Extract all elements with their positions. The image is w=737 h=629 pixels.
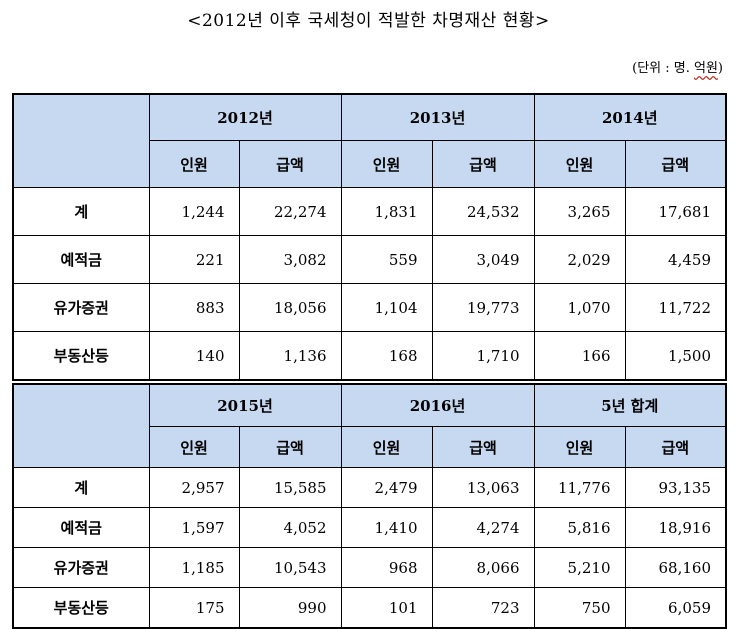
sub-header: 급액 bbox=[431, 426, 535, 468]
table-row: 유가증권 883 18,056 1,104 19,773 1,070 11,72… bbox=[12, 283, 727, 332]
sub-header: 급액 bbox=[431, 140, 535, 188]
cell-value: 1,710 bbox=[431, 331, 535, 381]
cell-value: 5,210 bbox=[533, 547, 626, 588]
page-title: <2012년 이후 국세청이 적발한 차명재산 현황> bbox=[187, 11, 550, 31]
cell-value: 4,459 bbox=[624, 235, 727, 284]
unit-note-underlined: 억원 bbox=[694, 61, 718, 76]
cell-value: 1,136 bbox=[238, 331, 342, 381]
cell-value: 3,049 bbox=[431, 235, 535, 284]
year-header: 2016년 bbox=[340, 383, 535, 427]
cell-value: 13,063 bbox=[431, 467, 535, 508]
year-header: 2015년 bbox=[148, 383, 342, 427]
cell-value: 1,185 bbox=[148, 547, 240, 588]
cell-value: 3,082 bbox=[238, 235, 342, 284]
cell-value: 10,543 bbox=[238, 547, 342, 588]
cell-value: 1,104 bbox=[340, 283, 433, 332]
row-label: 유가증권 bbox=[12, 283, 150, 332]
cell-value: 17,681 bbox=[624, 187, 727, 236]
table-row: 부동산등 175 990 101 723 750 6,059 bbox=[12, 587, 727, 629]
cell-value: 8,066 bbox=[431, 547, 535, 588]
sub-header: 급액 bbox=[238, 426, 342, 468]
cell-value: 19,773 bbox=[431, 283, 535, 332]
row-label: 예적금 bbox=[12, 507, 150, 548]
cell-value: 11,722 bbox=[624, 283, 727, 332]
row-label: 부동산등 bbox=[12, 331, 150, 381]
row-label: 계 bbox=[12, 467, 150, 508]
cell-value: 2,957 bbox=[148, 467, 240, 508]
cell-value: 15,585 bbox=[238, 467, 342, 508]
sub-header: 인원 bbox=[340, 426, 433, 468]
table-row: 계 2,957 15,585 2,479 13,063 11,776 93,13… bbox=[12, 467, 727, 508]
corner-cell bbox=[12, 93, 150, 188]
table-row: 계 1,244 22,274 1,831 24,532 3,265 17,681 bbox=[12, 187, 727, 236]
cell-value: 1,070 bbox=[533, 283, 626, 332]
cell-value: 559 bbox=[340, 235, 433, 284]
sub-header: 인원 bbox=[533, 140, 626, 188]
year-header: 2012년 bbox=[148, 93, 342, 141]
header-row-subheaders: 인원 급액 인원 급액 인원 급액 bbox=[13, 426, 727, 468]
cell-value: 93,135 bbox=[624, 467, 727, 508]
year-header: 2014년 bbox=[533, 93, 727, 141]
cell-value: 883 bbox=[148, 283, 240, 332]
cell-value: 1,831 bbox=[340, 187, 433, 236]
cell-value: 5,816 bbox=[533, 507, 626, 548]
cell-value: 1,597 bbox=[148, 507, 240, 548]
cell-value: 101 bbox=[340, 587, 433, 629]
table-row: 예적금 1,597 4,052 1,410 4,274 5,816 18,916 bbox=[12, 507, 727, 548]
table-2015-total: 2015년 2016년 5년 합계 인원 급액 인원 급액 인원 급액 계 2,… bbox=[12, 383, 727, 629]
cell-value: 4,274 bbox=[431, 507, 535, 548]
row-label: 유가증권 bbox=[12, 547, 150, 588]
cell-value: 968 bbox=[340, 547, 433, 588]
sub-header: 인원 bbox=[533, 426, 626, 468]
header-row-subheaders: 인원 급액 인원 급액 인원 급액 bbox=[13, 140, 727, 188]
cell-value: 6,059 bbox=[624, 587, 727, 629]
cell-value: 2,479 bbox=[340, 467, 433, 508]
cell-value: 723 bbox=[431, 587, 535, 629]
table-2012-2014: 2012년 2013년 2014년 인원 급액 인원 급액 인원 급액 계 1,… bbox=[12, 93, 727, 381]
header-row-years: 2012년 2013년 2014년 bbox=[12, 93, 727, 188]
cell-value: 18,056 bbox=[238, 283, 342, 332]
cell-value: 168 bbox=[340, 331, 433, 381]
corner-cell bbox=[12, 383, 150, 468]
cell-value: 1,410 bbox=[340, 507, 433, 548]
table-row: 예적금 221 3,082 559 3,049 2,029 4,459 bbox=[12, 235, 727, 284]
cell-value: 3,265 bbox=[533, 187, 626, 236]
year-header: 2013년 bbox=[340, 93, 535, 141]
cell-value: 750 bbox=[533, 587, 626, 629]
unit-note-suffix: ) bbox=[717, 61, 723, 76]
header-row-years: 2015년 2016년 5년 합계 bbox=[12, 383, 727, 468]
sub-header: 급액 bbox=[624, 140, 727, 188]
cell-value: 1,244 bbox=[148, 187, 240, 236]
table-row: 유가증권 1,185 10,543 968 8,066 5,210 68,160 bbox=[12, 547, 727, 588]
unit-note-prefix: (단위 : 명. bbox=[632, 61, 694, 76]
sub-header: 인원 bbox=[340, 140, 433, 188]
total-header: 5년 합계 bbox=[533, 383, 727, 427]
sub-header: 급액 bbox=[238, 140, 342, 188]
cell-value: 221 bbox=[148, 235, 240, 284]
cell-value: 24,532 bbox=[431, 187, 535, 236]
cell-value: 166 bbox=[533, 331, 626, 381]
cell-value: 140 bbox=[148, 331, 240, 381]
cell-value: 11,776 bbox=[533, 467, 626, 508]
cell-value: 1,500 bbox=[624, 331, 727, 381]
cell-value: 22,274 bbox=[238, 187, 342, 236]
cell-value: 4,052 bbox=[238, 507, 342, 548]
sub-header: 급액 bbox=[624, 426, 727, 468]
row-label: 예적금 bbox=[12, 235, 150, 284]
sub-header: 인원 bbox=[148, 140, 240, 188]
cell-value: 18,916 bbox=[624, 507, 727, 548]
cell-value: 990 bbox=[238, 587, 342, 629]
table-row: 부동산등 140 1,136 168 1,710 166 1,500 bbox=[12, 331, 727, 381]
row-label: 부동산등 bbox=[12, 587, 150, 629]
cell-value: 68,160 bbox=[624, 547, 727, 588]
cell-value: 175 bbox=[148, 587, 240, 629]
cell-value: 2,029 bbox=[533, 235, 626, 284]
unit-note: (단위 : 명. 억원) bbox=[632, 57, 723, 76]
row-label: 계 bbox=[12, 187, 150, 236]
sub-header: 인원 bbox=[148, 426, 240, 468]
